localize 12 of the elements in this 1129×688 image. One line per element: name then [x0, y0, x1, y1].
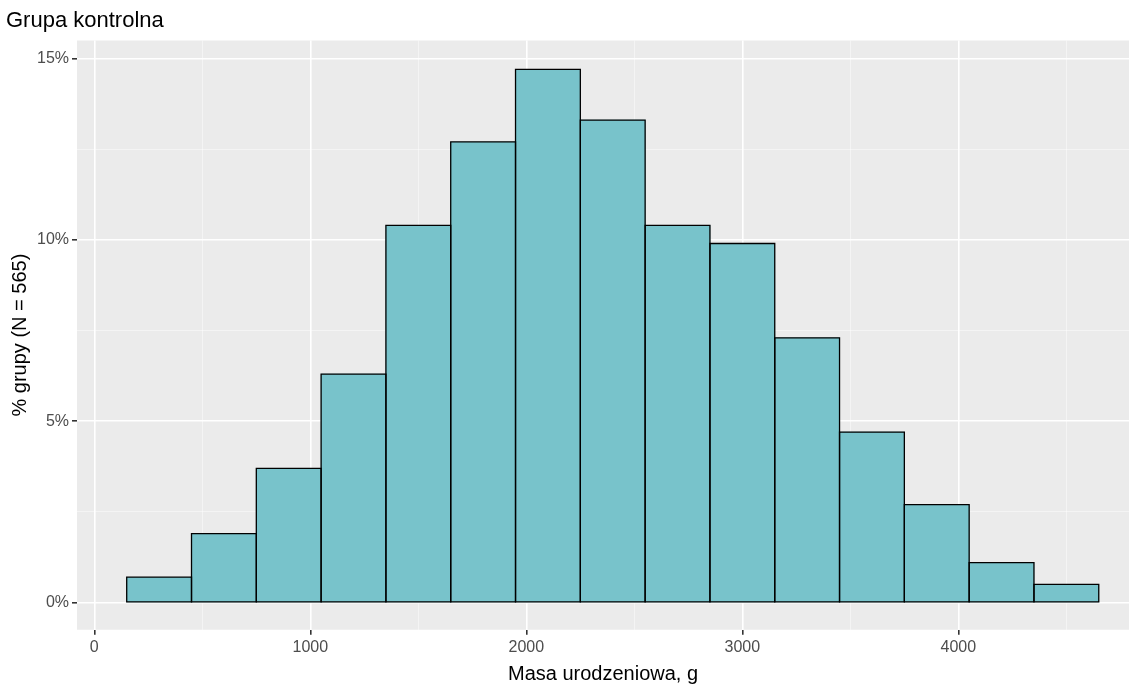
y-tick-label: 15%	[36, 48, 70, 66]
y-tick-label: 10%	[36, 230, 70, 248]
x-tick-label: 0	[89, 637, 99, 655]
x-axis-title: Masa urodzeniowa, g	[507, 661, 699, 684]
y-tick-label: 0%	[45, 593, 70, 610]
x-tick-label: 3000	[724, 637, 761, 655]
y-axis-title: % grupy (N = 565)	[7, 253, 30, 417]
x-tick-label: 1000	[292, 637, 329, 655]
x-tick-label: 2000	[508, 637, 545, 655]
x-tick-label: 4000	[940, 637, 977, 655]
y-tick-label: 5%	[45, 411, 70, 429]
chart-title: Grupa kontrolna	[6, 7, 165, 33]
